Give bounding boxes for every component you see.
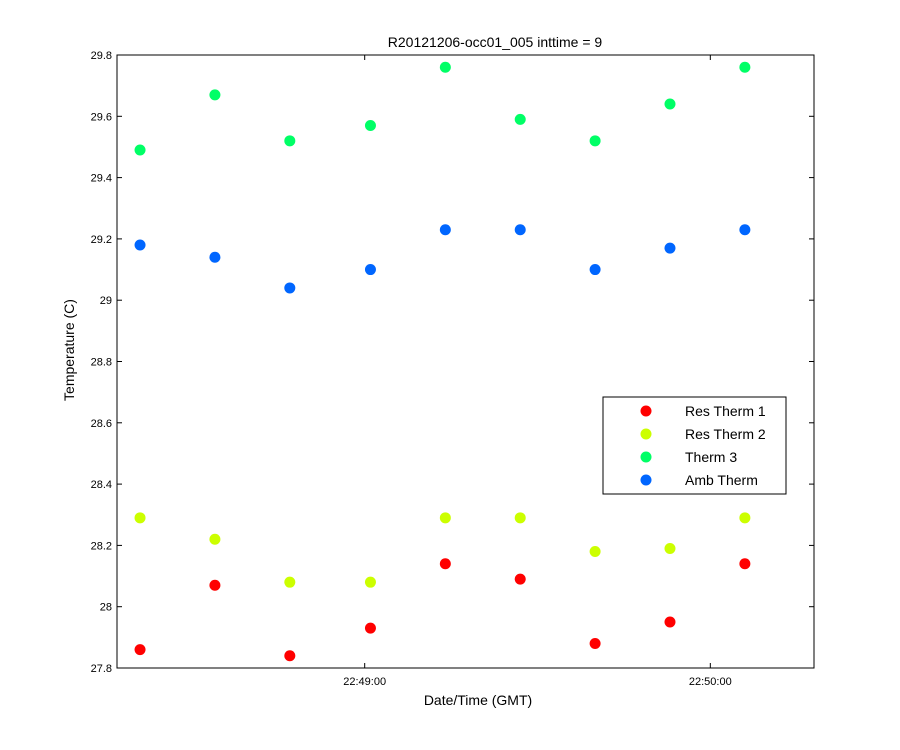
y-tick-label: 29.2 — [91, 234, 112, 246]
y-axis-label: Temperature (C) — [61, 299, 77, 401]
data-point — [664, 98, 676, 110]
legend-marker — [640, 451, 652, 463]
data-point — [439, 224, 451, 236]
y-axis: 27.8 28 28.2 28.4 28.6 28.8 29 29.2 29.4 29.6 29.8 — [91, 50, 814, 675]
data-point — [664, 542, 676, 554]
data-point — [739, 61, 751, 73]
data-point — [439, 512, 451, 524]
data-point — [209, 579, 221, 591]
y-tick-label: 29.6 — [91, 111, 112, 123]
data-point — [514, 573, 526, 585]
plot-area — [116, 54, 815, 669]
data-point — [589, 637, 601, 649]
data-point — [284, 650, 296, 662]
series-amb-therm — [134, 224, 751, 294]
data-point — [664, 616, 676, 628]
y-tick-label: 28 — [100, 602, 112, 614]
data-point — [209, 251, 221, 263]
y-tick-label: 29.4 — [91, 173, 112, 185]
data-point — [664, 242, 676, 254]
x-tick-label: 22:50:00 — [689, 676, 732, 688]
series-res-therm-1 — [134, 558, 751, 662]
legend-entry: Therm 3 — [685, 449, 737, 465]
legend-entry: Res Therm 1 — [685, 403, 766, 419]
data-point — [364, 622, 376, 634]
data-point — [514, 113, 526, 125]
y-tick-label: 28.8 — [91, 357, 112, 369]
data-point — [364, 119, 376, 131]
legend-marker — [640, 428, 652, 440]
data-point — [439, 61, 451, 73]
y-tick-label: 28.6 — [91, 418, 112, 430]
y-tick-label: 27.8 — [91, 663, 112, 675]
data-point — [364, 264, 376, 276]
y-tick-label: 28.2 — [91, 540, 112, 552]
chart-title: R20121206-occ01_005 inttime = 9 — [388, 34, 603, 50]
series-res-therm-2 — [134, 512, 751, 588]
data-points — [134, 61, 751, 662]
x-tick-label: 22:49:00 — [343, 676, 386, 688]
data-point — [514, 224, 526, 236]
legend-marker — [640, 474, 652, 486]
x-axis-label: Date/Time (GMT) — [424, 692, 532, 708]
data-point — [284, 576, 296, 588]
data-point — [209, 89, 221, 101]
legend-entry: Amb Therm — [685, 472, 758, 488]
data-point — [589, 135, 601, 147]
data-point — [589, 264, 601, 276]
data-point — [134, 644, 146, 656]
data-point — [514, 512, 526, 524]
data-point — [284, 282, 296, 294]
data-point — [439, 558, 451, 570]
data-point — [134, 144, 146, 156]
legend: Res Therm 1 Res Therm 2 Therm 3 Amb Therm — [602, 396, 787, 495]
data-point — [134, 512, 146, 524]
data-point — [739, 224, 751, 236]
x-axis: 22:49:00 22:50:00 — [343, 55, 732, 688]
series-therm-3 — [134, 61, 751, 156]
data-point — [134, 239, 146, 251]
data-point — [739, 512, 751, 524]
legend-entry: Res Therm 2 — [685, 426, 766, 442]
y-tick-label: 28.4 — [91, 479, 112, 491]
legend-box — [602, 396, 787, 495]
data-point — [284, 135, 296, 147]
data-point — [364, 576, 376, 588]
legend-marker — [640, 405, 652, 417]
data-point — [739, 558, 751, 570]
y-tick-label: 29.8 — [91, 50, 112, 62]
y-tick-label: 29 — [100, 295, 112, 307]
data-point — [589, 546, 601, 558]
data-point — [209, 533, 221, 545]
